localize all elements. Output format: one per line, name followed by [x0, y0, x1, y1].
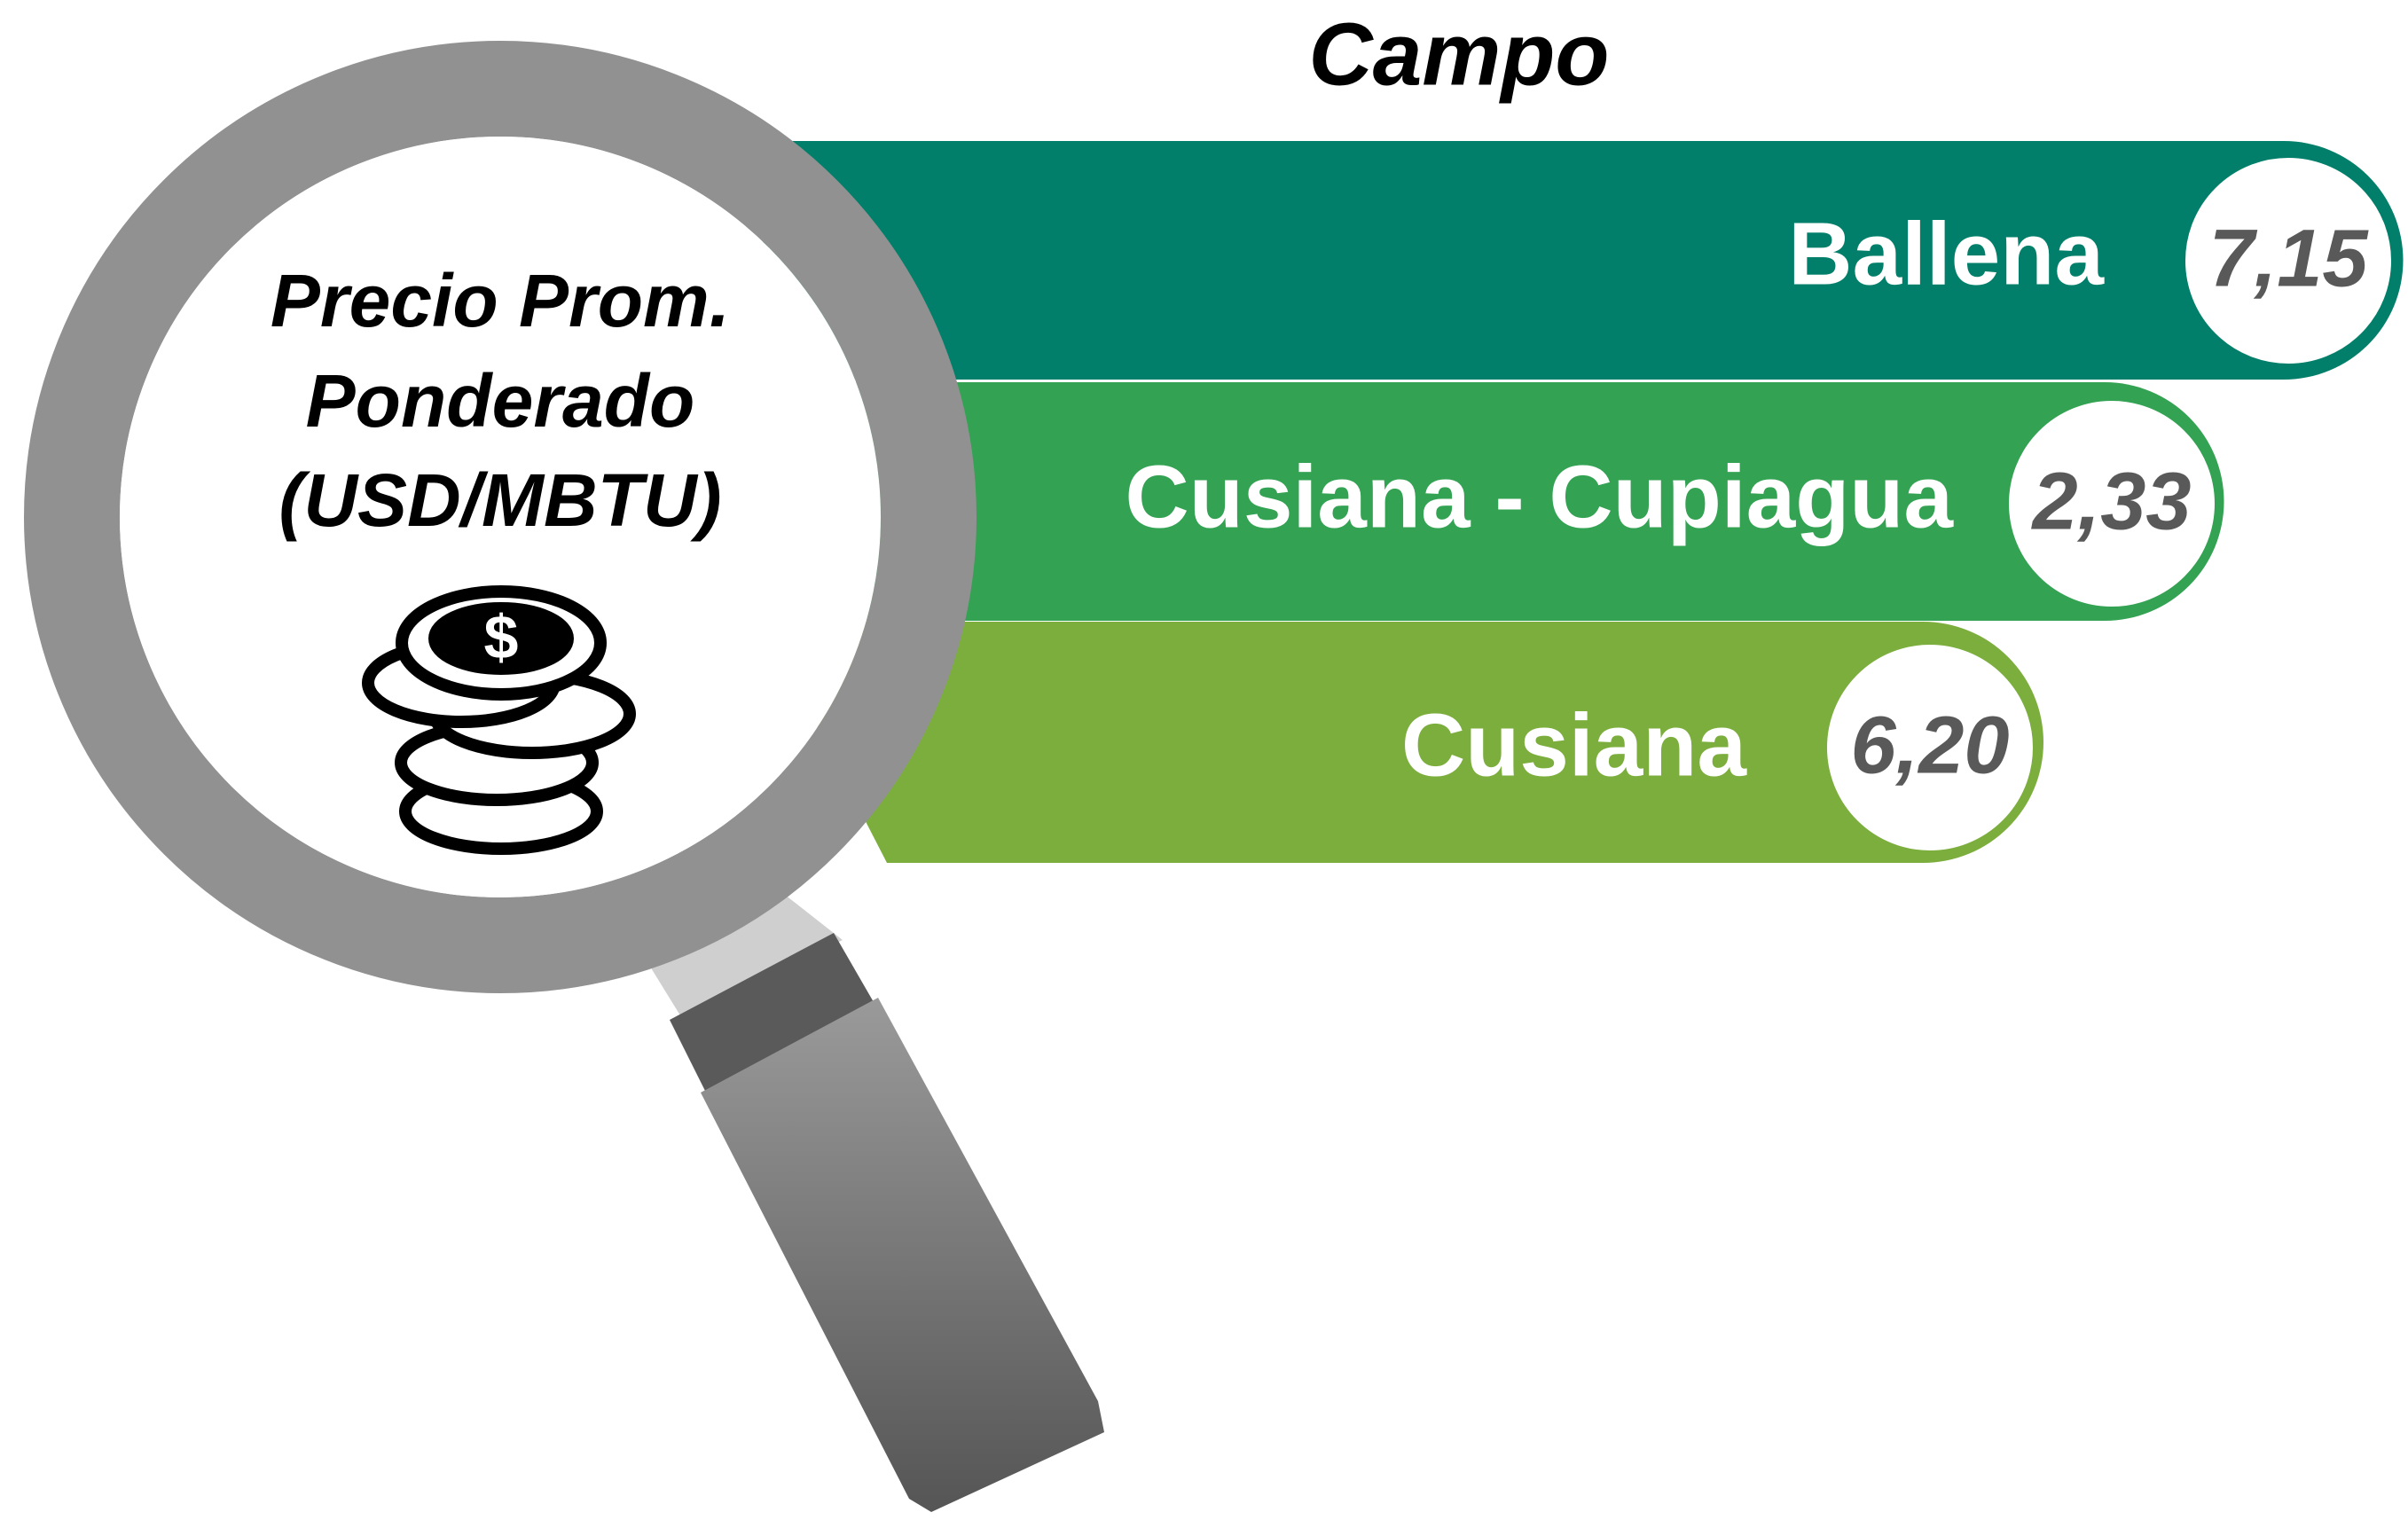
item-value: 7,15: [2208, 213, 2369, 303]
bar: [763, 382, 2224, 621]
value-circle: [1820, 638, 2040, 858]
lens-label: Precio Prom.: [271, 259, 730, 342]
lens-ring: [24, 41, 977, 993]
item-name: Cusiana - Cupiagua: [1126, 447, 1955, 546]
handle-collar: [670, 933, 874, 1091]
lens-label: Ponderado: [306, 359, 695, 443]
svg-text:$: $: [484, 602, 519, 671]
title: Campo: [1309, 4, 1610, 104]
item-name: Cusiana: [1401, 695, 1747, 795]
item-value: 2,33: [2030, 456, 2191, 546]
lens: [120, 137, 881, 897]
item-value: 6,20: [1850, 700, 2009, 790]
lens-label: (USD/MBTU): [278, 458, 721, 542]
value-circle: [2178, 151, 2398, 371]
handle-neck: [647, 891, 843, 1020]
coins-icon: $: [362, 585, 636, 855]
bar: [763, 141, 2404, 380]
handle: [701, 998, 1104, 1512]
bar: [763, 622, 2043, 863]
value-circle: [2002, 394, 2222, 614]
item-name: Ballena: [1788, 204, 2105, 303]
